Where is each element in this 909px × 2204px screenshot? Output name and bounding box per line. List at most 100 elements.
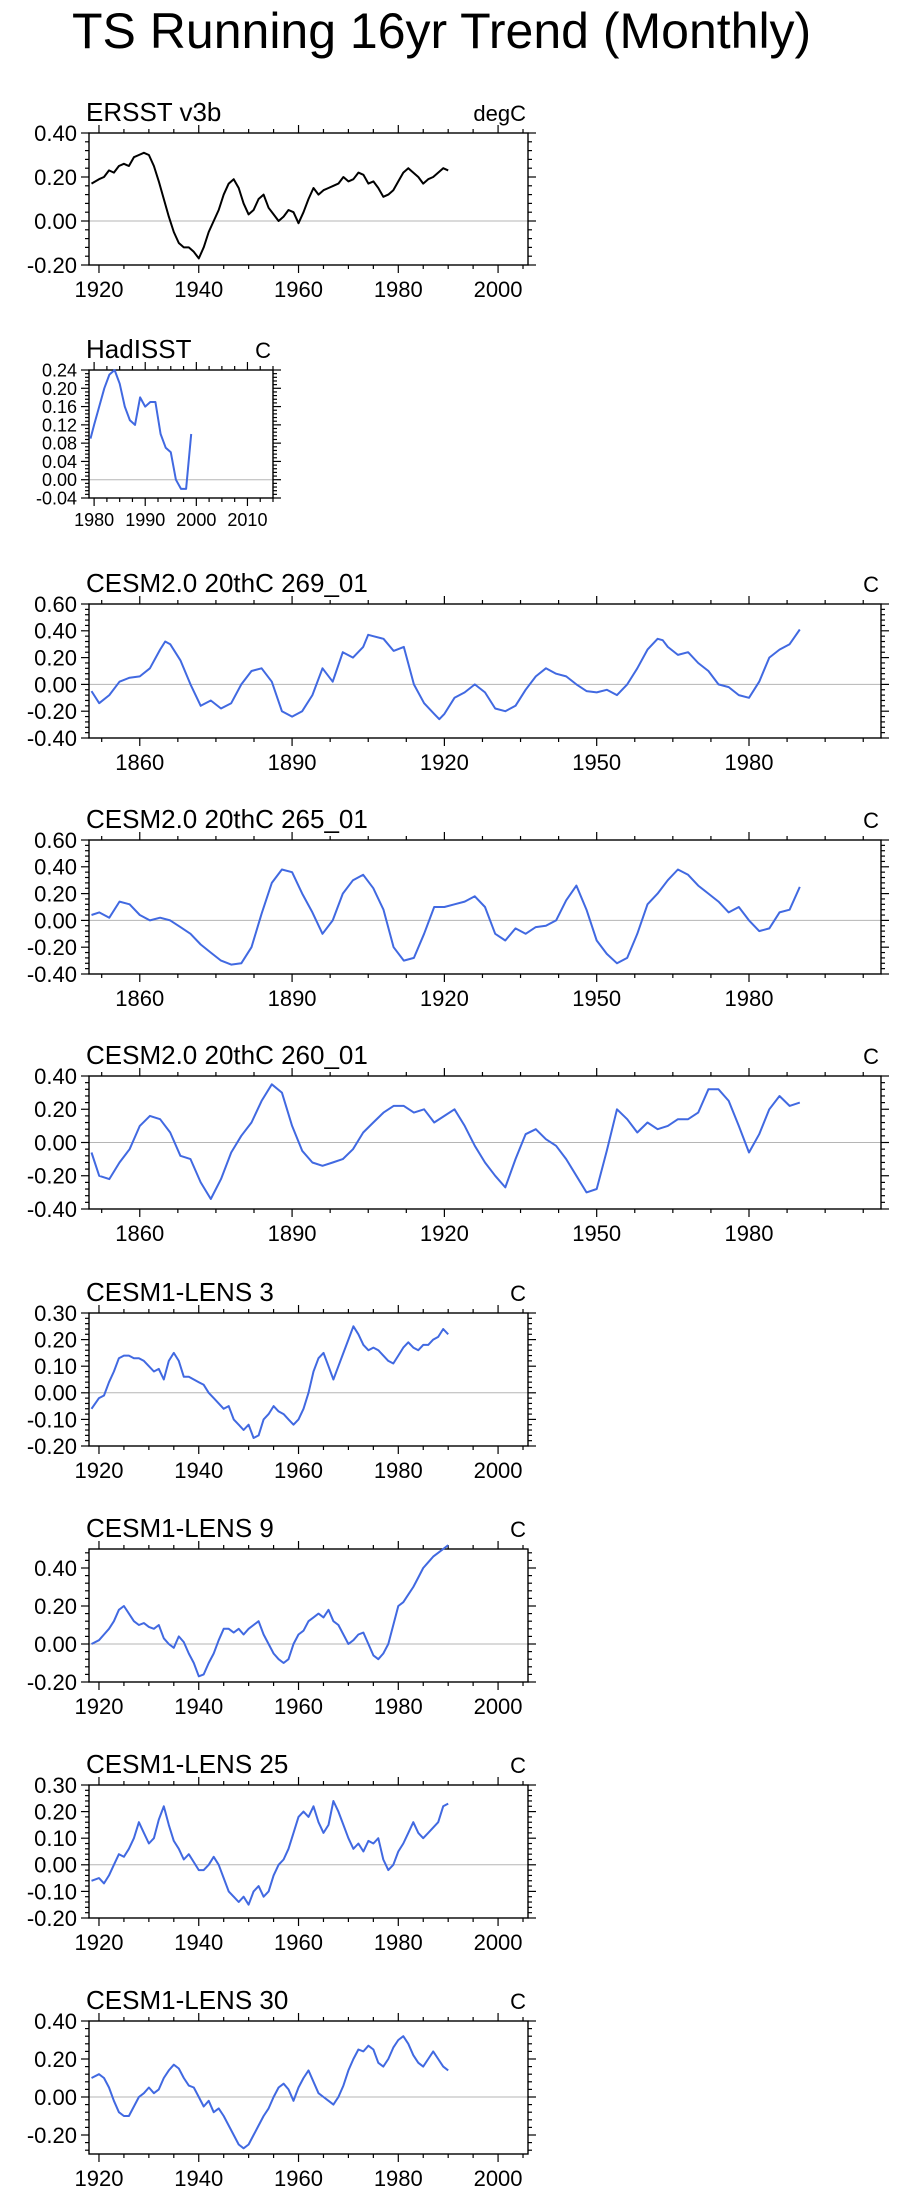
series-line: [90, 1083, 801, 1200]
x-tick-label: 1920: [75, 1458, 124, 1483]
y-tick-label: 0.04: [42, 452, 77, 472]
chart-panel: 1920 1940 1960 1980 2000 -0.20 0.00 0.20 0.40 CES…: [27, 1985, 536, 2191]
y-tick-label: -0.20: [27, 935, 77, 960]
y-tick-label: 0.40: [34, 1064, 77, 1089]
series-line: [90, 628, 801, 721]
y-tick-label: 0.00: [34, 209, 77, 234]
y-tick-label: -0.10: [27, 1879, 77, 1904]
chart-panel: 1920 1940 1960 1980 2000 -0.20 0.00 0.20 0.40 ERS…: [27, 97, 536, 302]
y-tick-label: 0.30: [34, 1301, 77, 1326]
plot-frame: [88, 603, 882, 739]
x-tick-label: 1890: [268, 986, 317, 1011]
units-label: C: [510, 1753, 526, 1778]
y-tick-label: 0.00: [34, 1853, 77, 1878]
x-tick-label: 1940: [174, 1458, 223, 1483]
x-tick-label: 1860: [115, 1221, 164, 1246]
plot-frame: [88, 132, 529, 266]
y-tick-label: -0.20: [27, 699, 77, 724]
x-tick-label: 1920: [420, 750, 469, 775]
y-tick-label: 0.00: [34, 2085, 77, 2110]
y-tick-label: 0.40: [34, 855, 77, 880]
x-tick-label: 1990: [125, 510, 165, 530]
y-tick-label: -0.40: [27, 1197, 77, 1222]
y-tick-label: 0.10: [34, 1826, 77, 1851]
units-label: C: [863, 1044, 879, 1069]
x-tick-label: 1940: [174, 1930, 223, 1955]
x-tick-label: 1980: [374, 277, 423, 302]
chart-title: ERSST v3b: [86, 97, 221, 127]
x-tick-label: 2010: [227, 510, 267, 530]
series-line: [90, 151, 449, 260]
chart-panel: 1920 1940 1960 1980 2000 -0.20 0.00 0.20 0.40 CES…: [27, 1513, 536, 1719]
x-tick-label: 2000: [474, 2166, 523, 2191]
x-tick-label: 2000: [176, 510, 216, 530]
x-tick-label: 1960: [274, 2166, 323, 2191]
y-tick-label: -0.20: [27, 1670, 77, 1695]
series-line: [91, 868, 801, 966]
x-tick-label: 1940: [174, 2166, 223, 2191]
chart-panel: 1860 1890 1920 1950 1980-0.40-0.200.000.200.…: [27, 804, 889, 1011]
x-tick-label: 1980: [374, 1930, 423, 1955]
y-tick-label: 0.20: [34, 165, 77, 190]
y-tick-label: 0.20: [34, 2047, 77, 2072]
plot-frame: [88, 839, 882, 975]
chart-panel: 1920 1940 1960 1980 2000-0.20-0.100.000.100.…: [27, 1277, 536, 1483]
y-tick-label: 0.20: [34, 1800, 77, 1825]
plot-frame: [88, 2020, 529, 2155]
chart-title: CESM2.0 20thC 260_01: [86, 1040, 368, 1070]
y-tick-label: -0.20: [27, 1164, 77, 1189]
x-tick-label: 1920: [75, 277, 124, 302]
x-tick-label: 1960: [274, 1458, 323, 1483]
plot-frame: [88, 369, 274, 499]
chart-title: CESM1-LENS 25: [86, 1749, 288, 1779]
plot-frame: [88, 1784, 529, 1919]
chart-title: CESM2.0 20thC 269_01: [86, 568, 368, 598]
chart-panel: 1920 1940 1960 1980 2000-0.20-0.100.000.100.…: [27, 1749, 536, 1955]
x-tick-label: 1940: [174, 1694, 223, 1719]
y-tick-label: 0.20: [34, 882, 77, 907]
y-tick-label: 0.20: [34, 646, 77, 671]
chart-title: CESM2.0 20thC 265_01: [86, 804, 368, 834]
x-tick-label: 1980: [374, 1458, 423, 1483]
series-line: [91, 2035, 449, 2150]
x-tick-label: 2000: [474, 1694, 523, 1719]
y-tick-label: 0.00: [34, 1632, 77, 1657]
x-tick-label: 1980: [725, 1221, 774, 1246]
y-tick-label: 0.30: [34, 1773, 77, 1798]
units-label: C: [863, 808, 879, 833]
x-tick-label: 1920: [75, 1930, 124, 1955]
x-tick-label: 2000: [474, 277, 523, 302]
chart-title: CESM1-LENS 3: [86, 1277, 274, 1307]
y-tick-label: 0.20: [34, 1328, 77, 1353]
units-label: C: [863, 572, 879, 597]
y-tick-label: 0.00: [42, 470, 77, 490]
x-tick-label: 1980: [725, 986, 774, 1011]
x-tick-label: 1920: [420, 1221, 469, 1246]
y-tick-label: 0.40: [34, 121, 77, 146]
x-tick-label: 1980: [374, 1694, 423, 1719]
chart-title: HadISST: [86, 334, 192, 364]
x-tick-label: 1890: [268, 1221, 317, 1246]
x-tick-label: 1920: [75, 1694, 124, 1719]
y-tick-label: -0.04: [36, 488, 77, 508]
y-tick-label: -0.40: [27, 726, 77, 751]
x-tick-label: 1940: [174, 277, 223, 302]
units-label: degC: [473, 101, 526, 126]
y-tick-label: 0.00: [34, 908, 77, 933]
x-tick-label: 1890: [268, 750, 317, 775]
page-title: TS Running 16yr Trend (Monthly): [72, 3, 812, 59]
x-tick-label: 1980: [374, 2166, 423, 2191]
x-tick-label: 1980: [74, 510, 114, 530]
chart-panel: 1860 1890 1920 1950 1980-0.40-0.200.000.200.…: [27, 568, 889, 775]
x-tick-label: 1950: [572, 750, 621, 775]
y-tick-label: -0.20: [27, 253, 77, 278]
y-tick-label: 0.10: [34, 1354, 77, 1379]
plot-frame: [88, 1548, 529, 1683]
x-tick-label: 1920: [420, 986, 469, 1011]
x-tick-label: 1980: [725, 750, 774, 775]
y-tick-label: 0.20: [34, 1097, 77, 1122]
x-tick-label: 1950: [572, 986, 621, 1011]
x-tick-label: 1960: [274, 1930, 323, 1955]
x-tick-label: 1960: [274, 277, 323, 302]
y-tick-label: 0.00: [34, 1381, 77, 1406]
